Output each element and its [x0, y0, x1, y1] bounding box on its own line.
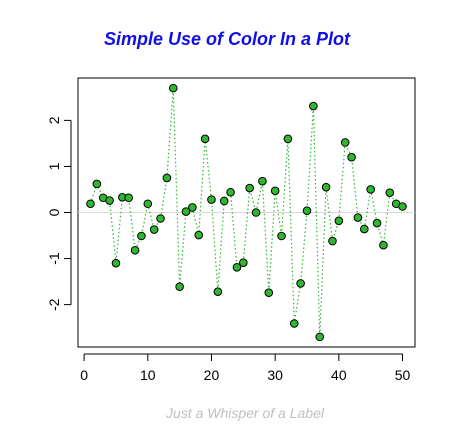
x-tick-label: 30: [267, 367, 283, 383]
y-tick-label: -1: [46, 252, 62, 265]
plot-subtitle: Just a Whisper of a Label: [166, 405, 324, 421]
series-points: [86, 83, 407, 342]
y-tick-label: 2: [46, 116, 62, 124]
data-point: [111, 258, 121, 268]
data-point: [213, 287, 223, 297]
x-tick-label: 40: [331, 367, 347, 383]
data-point: [86, 199, 95, 209]
data-point: [124, 193, 133, 203]
data-point: [283, 134, 293, 144]
x-tick-label: 10: [140, 367, 156, 383]
y-tick-label: 0: [46, 208, 62, 216]
data-point: [143, 199, 153, 209]
data-point: [379, 240, 388, 250]
y-tick-label: -2: [46, 298, 62, 311]
y-tick-label: 1: [46, 162, 62, 170]
data-point: [92, 179, 102, 189]
data-point: [251, 208, 261, 217]
data-point: [315, 332, 325, 342]
data-point: [245, 183, 254, 193]
data-point: [277, 231, 286, 241]
data-point: [175, 282, 184, 291]
data-point: [200, 134, 210, 144]
data-point: [385, 188, 395, 197]
data-point: [226, 187, 235, 197]
data-point: [130, 245, 140, 255]
data-point: [264, 288, 274, 297]
series-line: [89, 88, 403, 337]
data-point: [181, 207, 191, 216]
data-point: [137, 231, 146, 241]
data-point: [194, 230, 204, 240]
data-point: [321, 182, 331, 192]
data-point: [347, 152, 356, 162]
data-point: [149, 225, 159, 234]
data-point: [296, 279, 305, 288]
data-point: [360, 224, 369, 234]
data-point: [219, 196, 229, 206]
data-point: [372, 218, 382, 228]
x-tick-label: 20: [204, 367, 220, 383]
data-point: [309, 101, 318, 111]
x-axis: 0 10 20 30 40 50: [80, 353, 411, 383]
x-tick-label: 0: [80, 367, 88, 383]
data-point: [168, 83, 178, 93]
y-axis: -2 -1 0 1 2: [46, 116, 72, 311]
data-point: [232, 263, 242, 272]
data-point: [239, 258, 248, 268]
data-point: [289, 319, 299, 328]
data-point: [207, 195, 216, 204]
data-point: [156, 214, 165, 223]
data-point: [366, 185, 375, 194]
data-point: [188, 203, 197, 212]
data-point: [270, 186, 280, 196]
x-tick-label: 50: [395, 367, 411, 383]
data-point: [353, 213, 363, 222]
data-point: [340, 138, 350, 147]
data-point: [328, 236, 337, 246]
data-point: [105, 196, 114, 205]
data-point: [302, 206, 312, 215]
data-point: [258, 176, 267, 186]
data-point: [334, 216, 344, 226]
data-point: [162, 173, 172, 183]
data-point: [398, 202, 407, 211]
plot-title: Simple Use of Color In a Plot: [103, 29, 351, 49]
